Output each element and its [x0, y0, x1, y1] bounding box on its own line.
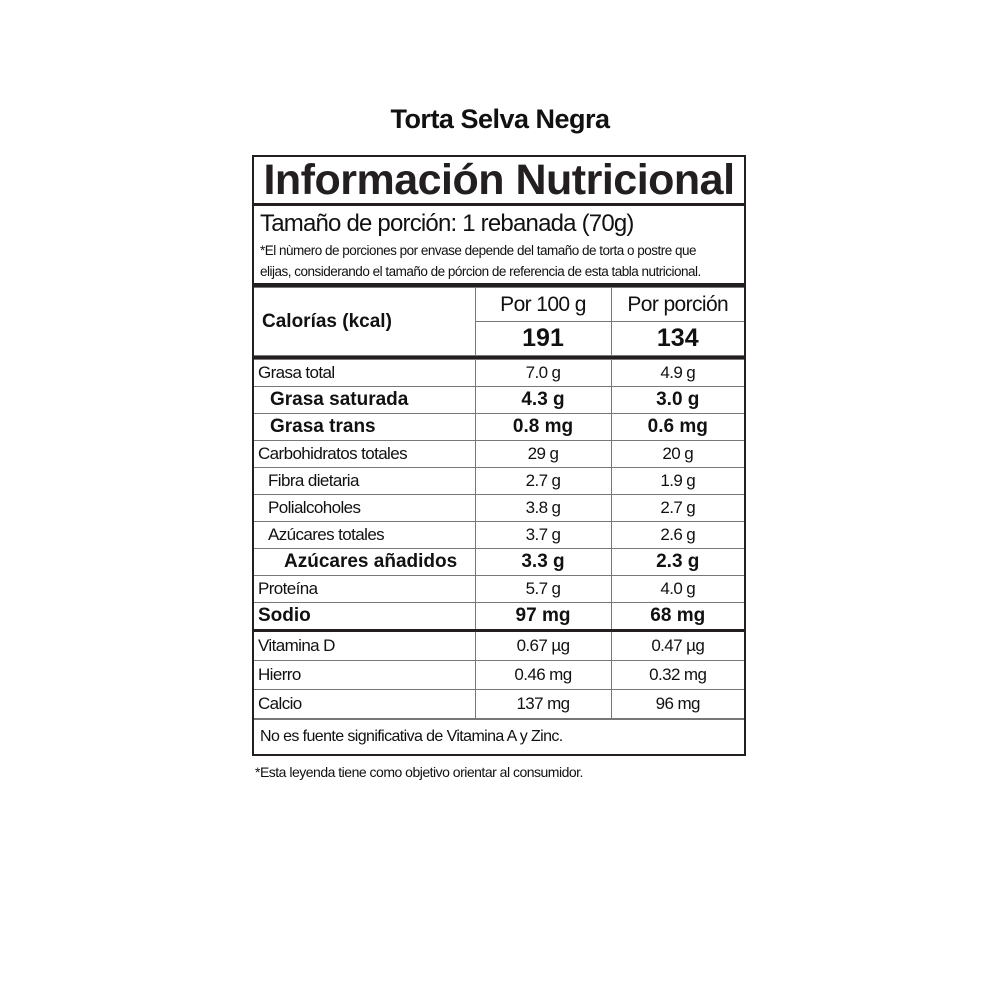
- nutrient-name: Fibra dietaria: [254, 467, 476, 495]
- consumer-legend: *Esta leyenda tiene como objetivo orient…: [255, 764, 583, 780]
- nutrient-per100: 3.8 g: [474, 494, 612, 522]
- nutrient-per-portion: 20 g: [610, 440, 744, 468]
- nutrient-per100: 3.7 g: [474, 521, 612, 549]
- micronutrient-name: Vitamina D: [254, 630, 476, 661]
- calories-per-portion: 134: [610, 321, 744, 356]
- micronutrient-per100: 137 mg: [474, 689, 612, 719]
- nutrient-per-portion: 0.6 mg: [610, 413, 744, 441]
- table-footnote: No es fuente significativa de Vitamina A…: [254, 719, 744, 754]
- nutrient-name: Azúcares totales: [254, 521, 476, 549]
- calories-label: Calorías (kcal): [254, 287, 476, 356]
- micronutrient-name: Calcio: [254, 689, 476, 719]
- serving-size: Tamaño de porción: 1 rebanada (70g): [260, 210, 634, 237]
- table-row: Grasa total 7.0 g 4.9 g: [254, 359, 744, 387]
- nutrient-per-portion: 4.0 g: [610, 575, 744, 603]
- serving-note-line1: *El nùmero de porciones por envase depen…: [260, 243, 697, 258]
- table-row: Azúcares totales 3.7 g 2.6 g: [254, 521, 744, 549]
- nutrient-name: Grasa saturada: [254, 386, 476, 414]
- nutrient-name: Sodio: [254, 602, 476, 632]
- column-header-per-portion: Por porción: [610, 287, 744, 322]
- column-header-per100: Por 100 g: [474, 287, 612, 322]
- nutrient-per100: 4.3 g: [474, 386, 612, 414]
- micronutrient-per-portion: 96 mg: [610, 689, 744, 719]
- nutrient-per100: 2.7 g: [474, 467, 612, 495]
- table-row: Hierro 0.46 mg 0.32 mg: [254, 660, 744, 690]
- micronutrient-per-portion: 0.47 µg: [610, 630, 744, 661]
- micronutrient-per100: 0.46 mg: [474, 660, 612, 690]
- calories-per100: 191: [475, 321, 612, 356]
- table-row: Vitamina D 0.67 µg 0.47 µg: [254, 630, 744, 661]
- table-row: Calcio 137 mg 96 mg: [254, 689, 744, 719]
- nutrient-per-portion: 1.9 g: [610, 467, 744, 495]
- serving-note-line2: elijas, considerando el tamaño de pórcio…: [260, 264, 701, 279]
- table-row: Proteína 5.7 g 4.0 g: [254, 575, 744, 603]
- nutrient-per100: 97 mg: [474, 602, 612, 632]
- nutrient-name: Grasa total: [254, 359, 476, 387]
- nutrient-per-portion: 2.6 g: [610, 521, 744, 549]
- micronutrient-name: Hierro: [254, 660, 476, 690]
- nutrient-per-portion: 3.0 g: [610, 386, 744, 414]
- calories-table: Calorías (kcal) Por 100 g Por porción 19…: [254, 287, 744, 356]
- table-row: Grasa saturada 4.3 g 3.0 g: [254, 386, 744, 414]
- nutrient-per-portion: 4.9 g: [610, 359, 744, 387]
- micronutrient-per100: 0.67 µg: [474, 630, 612, 661]
- nutrient-per100: 3.3 g: [474, 548, 612, 576]
- nutrient-per-portion: 68 mg: [610, 602, 744, 632]
- nutrient-per100: 7.0 g: [474, 359, 612, 387]
- table-row: Azúcares añadidos 3.3 g 2.3 g: [254, 548, 744, 576]
- nutrient-per-portion: 2.7 g: [610, 494, 744, 522]
- nutrient-per100: 5.7 g: [474, 575, 612, 603]
- nutrition-facts-table: Información Nutricional Tamaño de porció…: [252, 155, 746, 756]
- micronutrient-per-portion: 0.32 mg: [610, 660, 744, 690]
- nutrient-per-portion: 2.3 g: [610, 548, 744, 576]
- table-row: Carbohidratos totales 29 g 20 g: [254, 440, 744, 468]
- nutrient-name: Proteína: [254, 575, 476, 603]
- product-title: Torta Selva Negra: [390, 104, 610, 134]
- table-row: Grasa trans 0.8 mg 0.6 mg: [254, 413, 744, 441]
- nutrient-name: Azúcares añadidos: [254, 548, 476, 576]
- nutrient-per100: 0.8 mg: [474, 413, 612, 441]
- nutrient-per100: 29 g: [474, 440, 612, 468]
- nutrients-table: Grasa total 7.0 g 4.9 g Grasa saturada 4.3 …: [254, 359, 744, 719]
- table-row: Sodio 97 mg 68 mg: [254, 602, 744, 632]
- nutrient-name: Carbohidratos totales: [254, 440, 476, 468]
- nutrient-name: Grasa trans: [254, 413, 476, 441]
- serving-info: Tamaño de porción: 1 rebanada (70g) *El …: [254, 206, 744, 287]
- nutrient-name: Polialcoholes: [254, 494, 476, 522]
- table-header: Información Nutricional: [254, 157, 744, 206]
- table-row: Polialcoholes 3.8 g 2.7 g: [254, 494, 744, 522]
- table-row: Fibra dietaria 2.7 g 1.9 g: [254, 467, 744, 495]
